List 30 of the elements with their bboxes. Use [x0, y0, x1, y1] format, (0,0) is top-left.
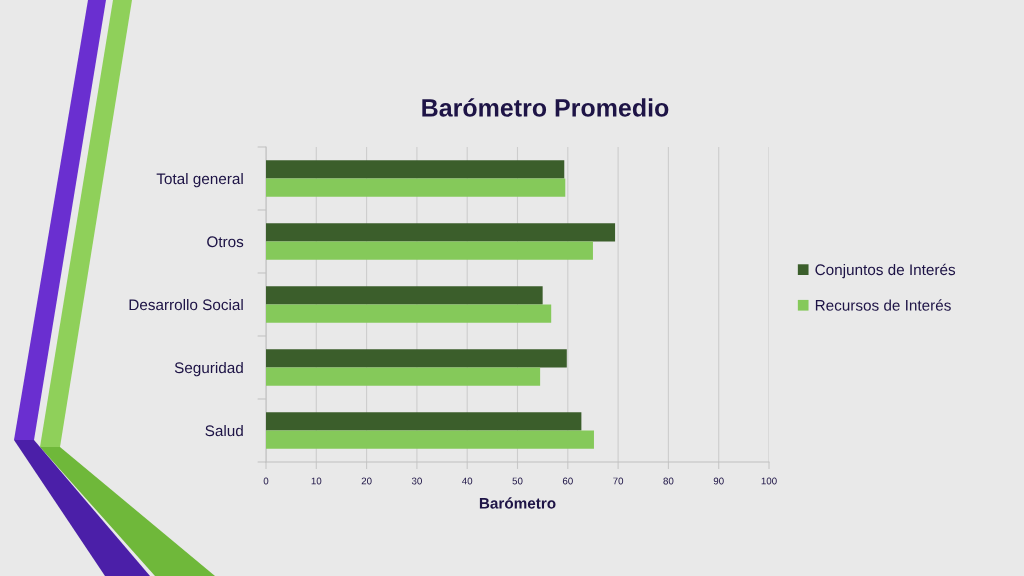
- x-tick-label: 10: [311, 477, 322, 485]
- x-tick-label: 20: [361, 477, 372, 485]
- x-tick-label: 70: [613, 477, 624, 485]
- x-tick-label: 30: [411, 477, 422, 485]
- x-tick-label: 60: [562, 477, 573, 485]
- x-axis-title: Barómetro: [479, 497, 556, 509]
- bar: [266, 367, 541, 386]
- x-tick-label: 80: [663, 477, 674, 485]
- x-tick-label: 100: [761, 477, 777, 485]
- x-tick-label: 40: [462, 477, 473, 485]
- bar: [266, 430, 594, 449]
- bar: [266, 241, 593, 260]
- y-tick-label: Seguridad: [174, 361, 243, 377]
- y-tick-label: Otros: [207, 236, 244, 248]
- bar: [266, 304, 552, 323]
- chart-title: Barómetro Promedio: [422, 98, 669, 117]
- bar: [266, 223, 616, 242]
- legend-label: Conjuntos de Interés: [815, 263, 956, 279]
- x-tick-label: 90: [713, 477, 724, 485]
- bar: [266, 178, 566, 197]
- y-tick-label: Desarrollo Social: [129, 298, 243, 311]
- legend-label: Recursos de Interés: [815, 299, 951, 311]
- y-tick-label: Total general: [156, 172, 243, 188]
- bar: [266, 349, 567, 368]
- x-tick-label: 50: [512, 477, 523, 485]
- x-tick-label: 0: [263, 477, 269, 485]
- bar: [266, 286, 543, 305]
- y-tick-label: Salud: [205, 424, 243, 437]
- bar: [266, 412, 582, 431]
- bar: [266, 160, 565, 179]
